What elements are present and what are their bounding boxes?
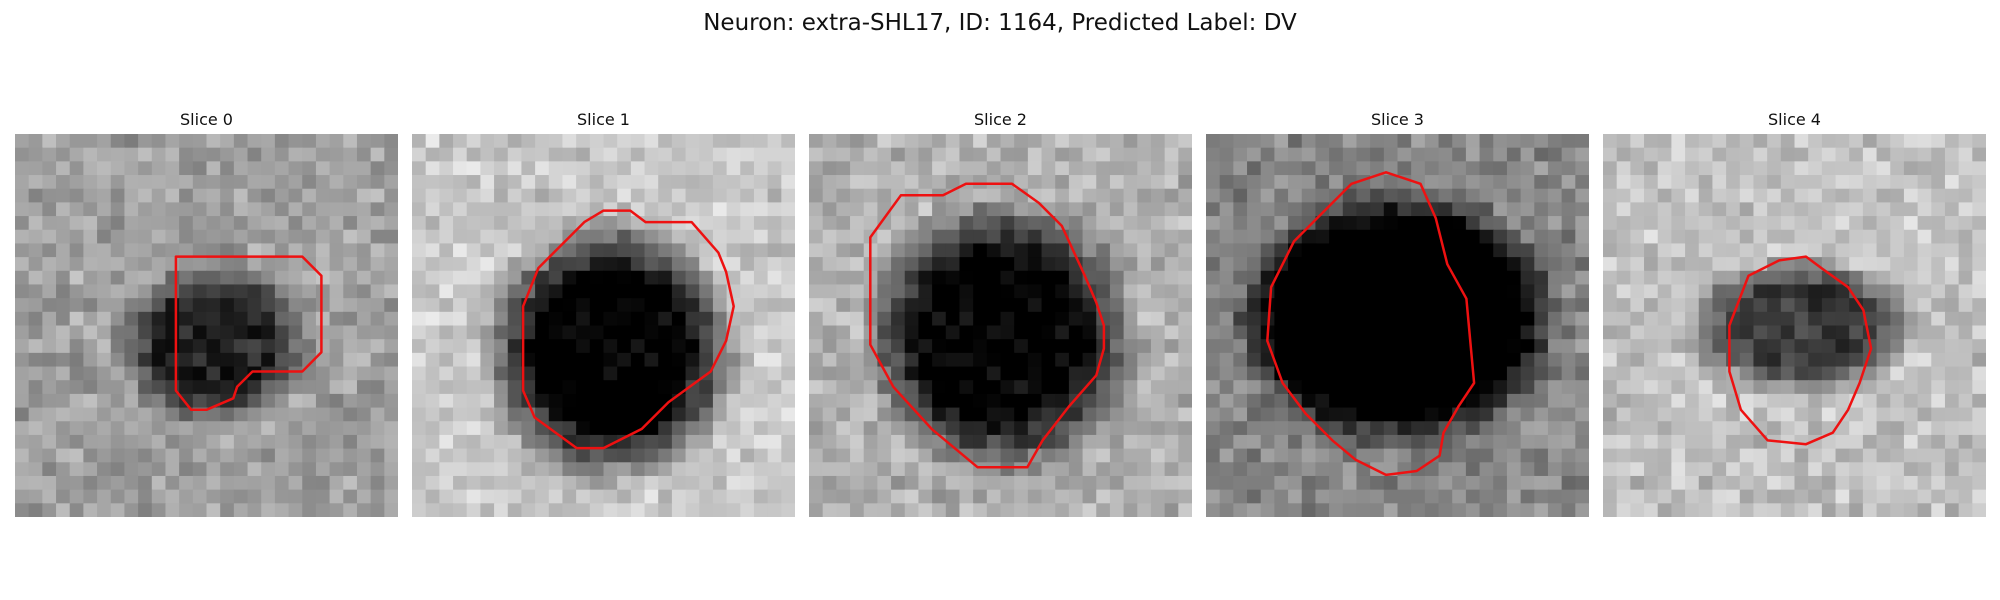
segmentation-contour xyxy=(521,209,735,450)
slice-panel-0: Slice 0 xyxy=(15,110,398,525)
slice-panel-2: Slice 2 xyxy=(809,110,1192,525)
pixel-grid xyxy=(15,134,398,517)
slice-title: Slice 1 xyxy=(577,110,630,129)
figure-title: Neuron: extra-SHL17, ID: 1164, Predicted… xyxy=(703,10,1297,36)
slice-title: Slice 2 xyxy=(974,110,1027,129)
pixel-grid xyxy=(412,134,795,517)
slice-image xyxy=(809,134,1192,517)
slice-panel-4: Slice 4 xyxy=(1603,110,1986,525)
slice-image xyxy=(1206,134,1589,517)
slice-image xyxy=(15,134,398,517)
slice-image xyxy=(1603,134,1986,517)
slice-panel-3: Slice 3 xyxy=(1206,110,1589,525)
segmentation-contour xyxy=(869,182,1106,469)
segmentation-contour xyxy=(174,255,323,412)
slice-panel-1: Slice 1 xyxy=(412,110,795,525)
segmentation-contour xyxy=(1728,255,1873,446)
slice-title: Slice 3 xyxy=(1371,110,1424,129)
pixel-grid xyxy=(1206,134,1589,517)
slice-title: Slice 0 xyxy=(180,110,233,129)
slice-image xyxy=(412,134,795,517)
pixel-grid xyxy=(1603,134,1986,517)
segmentation-contour xyxy=(1266,171,1476,477)
slice-title: Slice 4 xyxy=(1768,110,1821,129)
pixel-grid xyxy=(809,134,1192,517)
